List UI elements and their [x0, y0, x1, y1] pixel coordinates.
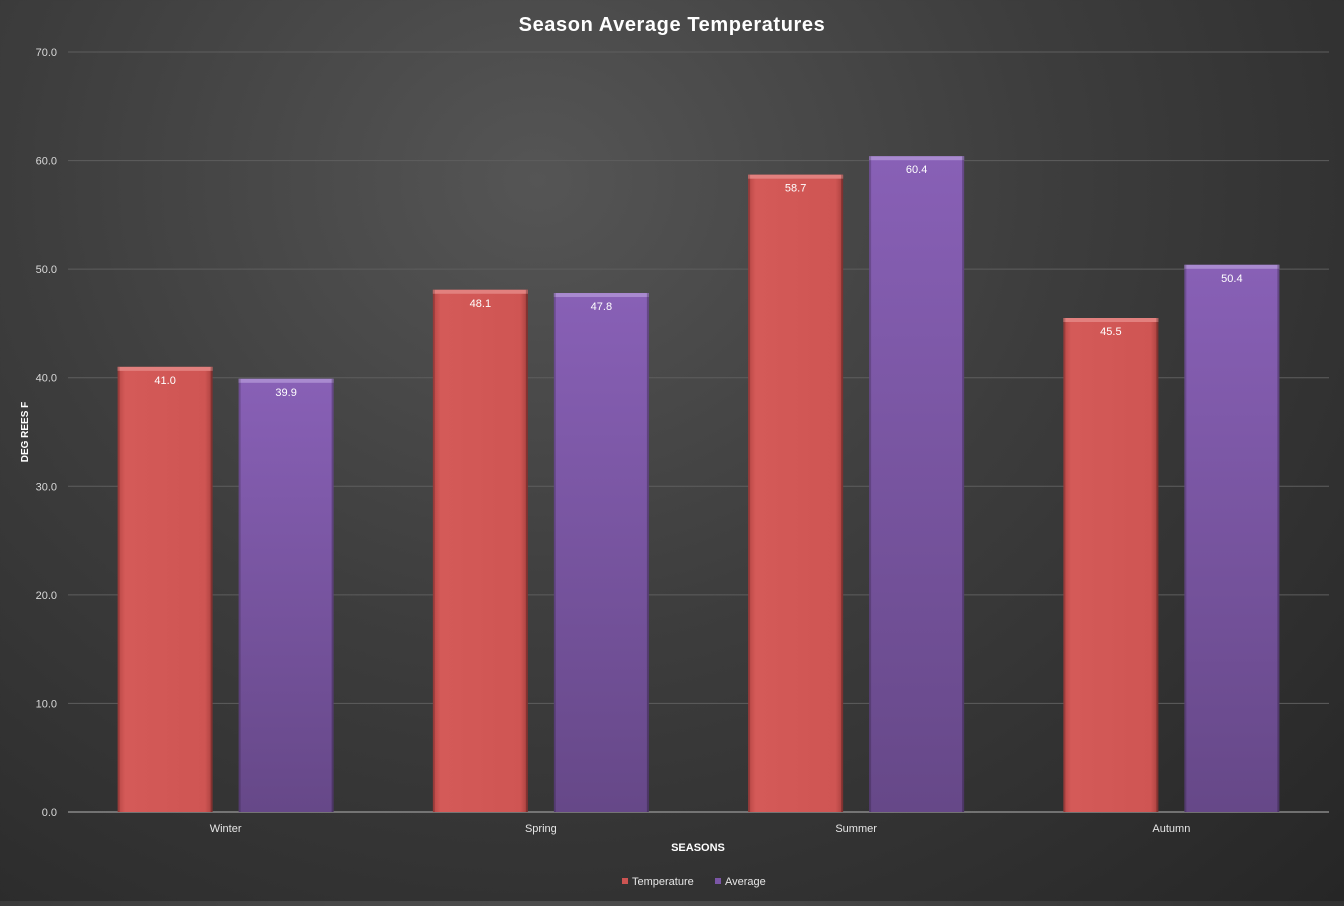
- bar-edge-shade: [1063, 318, 1066, 812]
- chart-title: Season Average Temperatures: [519, 14, 826, 36]
- bar-temperature-autumn: [1063, 318, 1159, 812]
- bar-edge-shade: [117, 366, 120, 812]
- data-label: 60.4: [906, 164, 927, 176]
- y-tick-label: 60.0: [36, 156, 57, 168]
- y-tick-label: 30.0: [36, 481, 57, 493]
- bar-edge-shade: [841, 174, 844, 812]
- bar-top-bevel: [1063, 318, 1159, 322]
- x-axis-title: SEASONS: [671, 842, 725, 854]
- bar-top-bevel: [553, 293, 649, 298]
- y-tick-label: 70.0: [36, 47, 57, 59]
- bar-edge-shade: [210, 366, 213, 812]
- data-label: 39.9: [275, 387, 296, 399]
- legend-swatch-average: [715, 878, 721, 884]
- bar-top-bevel: [748, 174, 844, 179]
- bar-edge-shade: [432, 289, 435, 812]
- bar-edge-shade: [553, 293, 556, 812]
- bar-edge-shade: [1277, 264, 1280, 812]
- bar-top-bevel: [238, 378, 334, 383]
- y-tick-label: 50.0: [36, 264, 57, 276]
- bar-temperature-spring: [432, 289, 528, 812]
- bar-average-autumn: [1184, 264, 1280, 812]
- bar-edge-shade: [748, 174, 751, 812]
- bar-temperature-summer: [748, 174, 844, 812]
- legend: Temperature Average: [622, 876, 766, 888]
- x-axis-ticks: Winter Spring Summer Autumn: [210, 823, 1191, 835]
- y-tick-label: 40.0: [36, 373, 57, 385]
- bar-top-bevel: [117, 366, 213, 371]
- bar-edge-shade: [1184, 264, 1187, 812]
- x-tick-label-winter: Winter: [210, 823, 242, 835]
- bar-top-bevel: [869, 156, 965, 161]
- data-labels: 41.0 39.9 48.1 47.8 58.7 60.4 45.5 50.4: [154, 164, 1242, 399]
- bar-edge-shade: [1156, 318, 1159, 812]
- data-label: 50.4: [1221, 273, 1242, 285]
- bar-edge-shade: [962, 156, 965, 812]
- x-tick-label-spring: Spring: [525, 823, 557, 835]
- bar-average-winter: [238, 378, 334, 812]
- data-label: 58.7: [785, 183, 806, 195]
- y-tick-label: 20.0: [36, 590, 57, 602]
- bar-top-bevel: [1184, 264, 1280, 269]
- bars: [117, 156, 1280, 812]
- bar-top-bevel: [432, 289, 528, 294]
- y-axis-title: DEG REES F: [20, 402, 31, 463]
- legend-swatch-temperature: [622, 878, 628, 884]
- data-label: 41.0: [154, 375, 175, 387]
- x-tick-label-summer: Summer: [835, 823, 877, 835]
- bar-edge-shade: [869, 156, 872, 812]
- bar-edge-shade: [525, 289, 528, 812]
- bar-edge-shade: [331, 378, 334, 812]
- y-axis-ticks: 0.0 10.0 20.0 30.0 40.0 50.0 60.0 70.0: [36, 47, 57, 819]
- x-tick-label-autumn: Autumn: [1152, 823, 1190, 835]
- bar-temperature-winter: [117, 366, 213, 812]
- bar-average-summer: [869, 156, 965, 812]
- y-tick-label: 0.0: [42, 807, 57, 819]
- legend-label-temperature: Temperature: [632, 876, 694, 888]
- data-label: 47.8: [591, 301, 612, 313]
- bar-edge-shade: [646, 293, 649, 812]
- data-label: 48.1: [470, 298, 491, 310]
- data-label: 45.5: [1100, 326, 1121, 338]
- bar-average-spring: [553, 293, 649, 812]
- legend-label-average: Average: [725, 876, 766, 888]
- bar-edge-shade: [238, 378, 241, 812]
- y-tick-label: 10.0: [36, 698, 57, 710]
